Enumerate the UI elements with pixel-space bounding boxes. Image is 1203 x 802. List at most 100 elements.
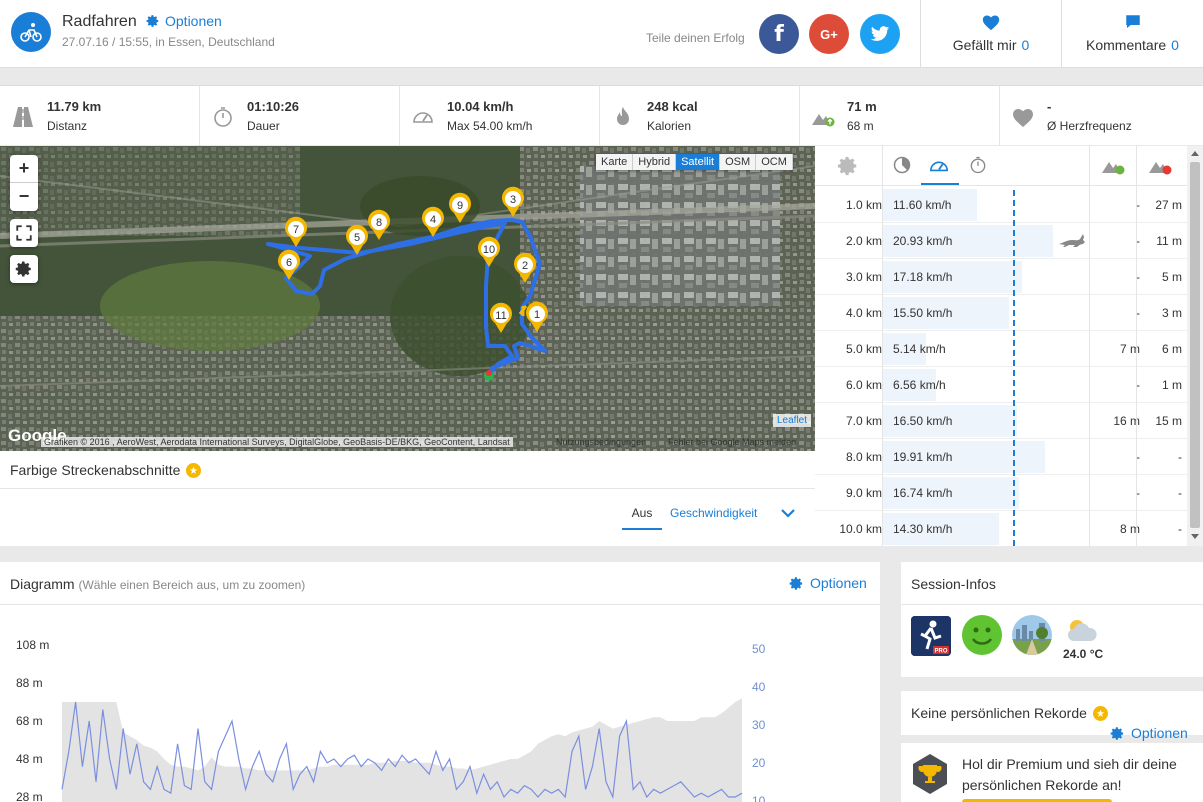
- route-marker-label: 8: [376, 217, 382, 229]
- route-marker[interactable]: 9: [449, 192, 471, 223]
- zoom-out-button[interactable]: −: [18, 186, 30, 206]
- split-elevation-down: 6 m: [1161, 342, 1182, 356]
- diagram-panel: Diagramm (Wähle einen Bereich aus, um zu…: [0, 562, 880, 802]
- split-elevation-down: 1 m: [1161, 378, 1182, 392]
- left-axis-tick: 48 m: [16, 752, 43, 766]
- divider: [0, 488, 815, 489]
- route-marker[interactable]: 2: [514, 252, 536, 283]
- route-marker[interactable]: 5: [345, 224, 368, 255]
- premium-button[interactable]: [962, 799, 1112, 802]
- map-settings-button[interactable]: [10, 255, 38, 283]
- map-type-hybrid[interactable]: Hybrid: [633, 154, 677, 170]
- like-button[interactable]: Gefällt mir 0: [920, 0, 1061, 68]
- split-elevation-up: -: [1136, 198, 1140, 212]
- split-km: 5.0 km: [845, 342, 882, 356]
- twitter-share-button[interactable]: [860, 14, 900, 54]
- elevation-speed-chart[interactable]: 108 m 88 m 68 m 48 m 28 m 50 40 30 20 10: [0, 605, 880, 802]
- zoom-in-button[interactable]: +: [10, 155, 38, 183]
- splits-scrollbar[interactable]: [1187, 146, 1203, 546]
- gear-icon: [789, 576, 803, 590]
- split-km: 1.0 km: [845, 198, 882, 212]
- records-options-label: Optionen: [1131, 725, 1188, 741]
- right-axis-tick: 40: [752, 680, 766, 694]
- gear-icon[interactable]: [837, 155, 859, 177]
- map-report-link[interactable]: Fehler bei Google Maps melden: [668, 437, 797, 447]
- left-axis-tick: 108 m: [16, 638, 49, 652]
- comment-label: Kommentare: [1086, 37, 1167, 53]
- scroll-up-icon[interactable]: [1191, 150, 1199, 156]
- route-marker[interactable]: 7: [285, 216, 308, 247]
- pace-icon[interactable]: [892, 155, 912, 175]
- speedometer-icon[interactable]: [928, 155, 950, 175]
- split-speed: 11.60 km/h: [893, 198, 952, 212]
- stopwatch-icon[interactable]: [968, 155, 988, 175]
- records-options-link[interactable]: Optionen: [1110, 725, 1188, 741]
- map-type-karte[interactable]: Karte: [596, 154, 634, 170]
- route-marker[interactable]: 6: [278, 249, 300, 280]
- map-type-ocm[interactable]: OCM: [756, 154, 793, 170]
- route-marker-label: 4: [430, 214, 436, 226]
- divider: [882, 146, 883, 546]
- route-marker-label: 11: [495, 310, 506, 322]
- chevron-down-icon[interactable]: [780, 508, 796, 518]
- like-label: Gefällt mir: [952, 37, 1017, 53]
- tab-off[interactable]: Aus: [622, 506, 662, 530]
- splits-table: 1.0 km 11.60 km/h - 27 m 2.0 km 20.93 km/h - 11…: [815, 146, 1203, 546]
- comment-button[interactable]: Kommentare 0: [1061, 0, 1203, 68]
- split-elevation-down: 15 m: [1155, 414, 1182, 428]
- diagram-options-link[interactable]: Optionen: [789, 575, 867, 591]
- split-speed-bar: [883, 405, 1017, 437]
- activity-options-label: Optionen: [165, 13, 222, 29]
- activity-date-location: 27.07.16 / 15:55, in Essen, Deutschland: [62, 35, 275, 49]
- map-attribution: Grafiken © 2016 , AeroWest, Aerodata Int…: [41, 437, 513, 447]
- route-map[interactable]: 1 2 3 4 5 6 7 8 9 10 11 + − Karte Hybrid Satellit …: [0, 146, 815, 451]
- route-marker[interactable]: 3: [502, 186, 524, 217]
- route-marker[interactable]: 8: [368, 209, 390, 240]
- records-title: Keine persönlichen Rekorde: [911, 705, 1087, 721]
- split-row: 9.0 km 16.74 km/h - -: [815, 475, 1187, 511]
- split-elevation-down: -: [1178, 450, 1182, 464]
- route-marker[interactable]: 10: [478, 236, 500, 267]
- route-marker-label: 3: [510, 194, 516, 206]
- premium-star-icon: [1092, 705, 1108, 721]
- split-speed-bar: [883, 477, 1019, 509]
- premium-star-icon: [186, 462, 202, 478]
- split-elevation-down: 3 m: [1161, 306, 1182, 320]
- heart-icon: [982, 15, 1000, 31]
- leaflet-link[interactable]: Leaflet: [773, 414, 812, 427]
- facebook-share-button[interactable]: f: [759, 14, 799, 54]
- heart-icon: [1013, 109, 1033, 127]
- hare-icon: [1059, 234, 1085, 247]
- right-axis-tick: 20: [752, 756, 766, 770]
- surface-park-icon: [1012, 615, 1052, 655]
- comment-icon: [1125, 15, 1140, 28]
- map-terms-link[interactable]: Nutzungsbedingungen: [556, 437, 647, 447]
- stat-value: -: [1047, 99, 1052, 114]
- split-row: 6.0 km 6.56 km/h - 1 m: [815, 367, 1187, 403]
- route-marker[interactable]: 4: [422, 206, 444, 237]
- split-elevation-up: -: [1136, 450, 1140, 464]
- tab-speed[interactable]: Geschwindigkeit: [670, 506, 758, 520]
- divider: [1136, 146, 1137, 546]
- stat-value: 11.79 km: [47, 99, 102, 114]
- activity-options-link[interactable]: Optionen: [146, 13, 222, 29]
- map-type-osm[interactable]: OSM: [720, 154, 757, 170]
- fullscreen-button[interactable]: [10, 219, 38, 247]
- fullscreen-icon: [16, 225, 32, 241]
- split-elevation-up: 8 m: [1119, 522, 1140, 536]
- route-marker[interactable]: 11: [490, 302, 512, 333]
- split-km: 7.0 km: [845, 414, 882, 428]
- google-plus-share-button[interactable]: G+: [809, 14, 849, 54]
- facebook-icon: f: [774, 21, 784, 47]
- weather-cloudy-icon: [1066, 617, 1100, 648]
- scrollbar-thumb[interactable]: [1190, 162, 1200, 528]
- weather-temperature: 24.0 °C: [1063, 647, 1104, 661]
- share-label: Teile deinen Erfolg: [646, 31, 745, 45]
- split-speed-bar: [883, 225, 1053, 257]
- activity-header: Radfahren Optionen 27.07.16 / 15:55, in …: [0, 0, 1203, 68]
- route-marker[interactable]: 1: [526, 301, 548, 332]
- split-speed: 20.93 km/h: [893, 234, 953, 248]
- scroll-down-icon[interactable]: [1191, 534, 1199, 540]
- map-type-satellit[interactable]: Satellit: [676, 154, 721, 170]
- stat-speed: 10.04 km/h Max 54.00 km/h: [400, 86, 600, 146]
